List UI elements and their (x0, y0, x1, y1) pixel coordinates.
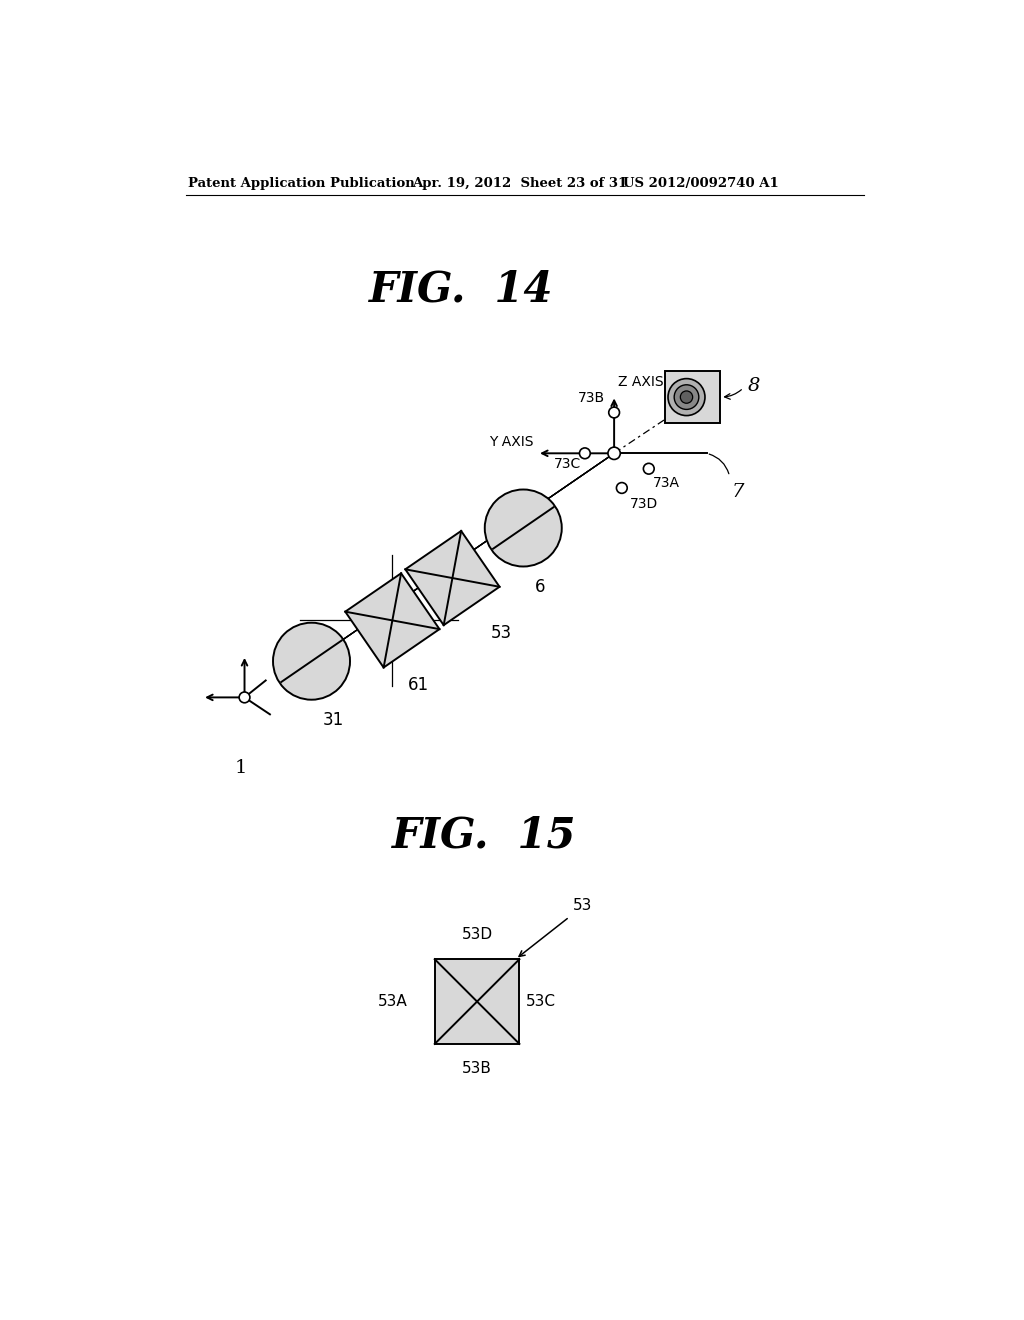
Text: 31: 31 (323, 711, 344, 729)
Text: Apr. 19, 2012  Sheet 23 of 31: Apr. 19, 2012 Sheet 23 of 31 (412, 177, 627, 190)
Circle shape (616, 483, 628, 494)
Text: FIG.  15: FIG. 15 (392, 814, 577, 857)
Text: 7: 7 (731, 483, 743, 500)
Circle shape (240, 692, 250, 702)
Polygon shape (435, 960, 519, 1044)
Text: Y AXIS: Y AXIS (488, 436, 534, 449)
Text: 73C: 73C (554, 457, 581, 471)
Circle shape (484, 490, 562, 566)
Text: 73D: 73D (630, 498, 657, 511)
Text: 53: 53 (490, 624, 512, 643)
Text: 53C: 53C (525, 994, 556, 1008)
Circle shape (608, 407, 620, 418)
Text: FIG.  14: FIG. 14 (370, 268, 554, 310)
Polygon shape (406, 531, 500, 626)
Text: 53A: 53A (378, 994, 408, 1008)
Text: Patent Application Publication: Patent Application Publication (188, 177, 415, 190)
Text: 53D: 53D (462, 927, 493, 942)
Circle shape (668, 379, 705, 416)
Circle shape (273, 623, 350, 700)
Text: 61: 61 (408, 676, 429, 694)
Text: 8: 8 (748, 376, 760, 395)
Text: 53: 53 (573, 898, 593, 913)
Text: Z AXIS: Z AXIS (617, 375, 664, 389)
Circle shape (680, 391, 692, 404)
Text: US 2012/0092740 A1: US 2012/0092740 A1 (624, 177, 779, 190)
Text: 6: 6 (535, 578, 546, 597)
Circle shape (643, 463, 654, 474)
Text: 73B: 73B (578, 391, 605, 405)
Circle shape (580, 447, 590, 459)
Bar (665, 371, 720, 424)
Text: 53B: 53B (462, 1061, 492, 1076)
Text: 1: 1 (234, 759, 247, 777)
Text: 73A: 73A (652, 477, 680, 491)
Circle shape (674, 385, 698, 409)
Polygon shape (345, 573, 439, 668)
Circle shape (608, 447, 621, 459)
